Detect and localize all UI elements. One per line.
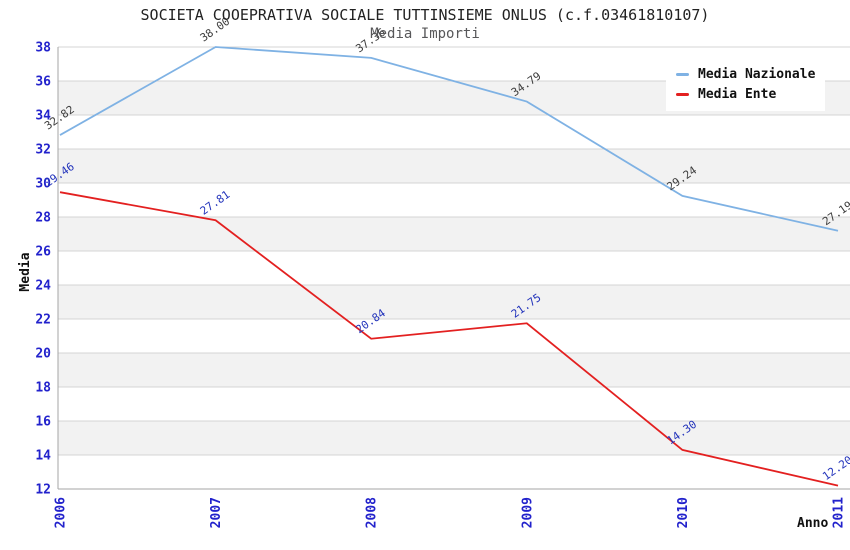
x-tick-label: 2011 xyxy=(832,497,847,528)
y-tick-label: 32 xyxy=(35,143,51,158)
series-line-media-nazionale xyxy=(59,46,839,232)
x-tick-label: 2007 xyxy=(209,497,224,528)
y-tick-label: 20 xyxy=(35,347,51,362)
chart-subtitle: Media Importi xyxy=(370,26,480,42)
legend-item-media-nazionale: Media Nazionale xyxy=(676,64,815,84)
y-tick-label: 38 xyxy=(35,41,51,56)
y-tick-label: 14 xyxy=(35,449,51,464)
y-tick-label: 12 xyxy=(35,483,51,498)
x-tick-label: 2008 xyxy=(365,497,380,528)
series-line-media-ente xyxy=(59,191,839,487)
legend-item-media-ente: Media Ente xyxy=(676,84,815,104)
y-tick-label: 36 xyxy=(35,75,51,90)
plot-band xyxy=(58,115,850,149)
y-axis-title: Media xyxy=(18,252,33,292)
x-axis-title: Anno xyxy=(797,516,829,531)
plot-band xyxy=(58,217,850,251)
y-tick-label: 18 xyxy=(35,381,51,396)
legend-label-nazionale: Media Nazionale xyxy=(698,66,816,82)
y-tick-label: 22 xyxy=(35,313,51,328)
x-tick-label: 2010 xyxy=(676,497,691,528)
legend-line-marker-ente xyxy=(676,92,689,96)
plot-band xyxy=(58,319,850,353)
plot-band xyxy=(58,421,850,455)
y-tick-label: 34 xyxy=(35,109,51,124)
y-tick-label: 30 xyxy=(35,177,51,192)
y-tick-label: 16 xyxy=(35,415,51,430)
plot-band xyxy=(58,353,850,387)
legend-line-marker-nazionale xyxy=(676,72,689,76)
legend: Media Nazionale Media Ente xyxy=(666,58,826,111)
plot-band xyxy=(58,387,850,421)
x-tick-label: 2006 xyxy=(54,497,69,528)
plot-band xyxy=(58,149,850,183)
chart-title: SOCIETA COOEPRATIVA SOCIALE TUTTINSIEME … xyxy=(140,6,710,24)
legend-label-ente: Media Ente xyxy=(698,86,777,102)
plot-band xyxy=(58,251,850,285)
y-tick-label: 26 xyxy=(35,245,51,260)
y-tick-label: 28 xyxy=(35,211,51,226)
plot-band xyxy=(58,455,850,489)
plot-band xyxy=(58,183,850,217)
plot-band xyxy=(58,285,850,319)
y-tick-label: 24 xyxy=(35,279,51,294)
x-tick-label: 2009 xyxy=(520,497,535,528)
